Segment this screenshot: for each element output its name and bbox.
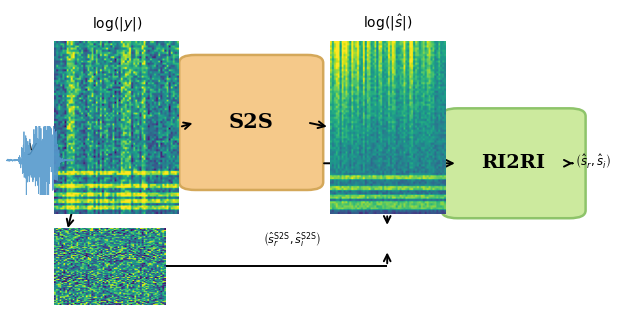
Text: $\log(|y|)$: $\log(|y|)$ (92, 15, 142, 33)
Text: $y$: $y$ (28, 141, 39, 157)
FancyBboxPatch shape (179, 55, 323, 190)
Text: $\log(|\hat{s}|)$: $\log(|\hat{s}|)$ (362, 13, 412, 33)
Text: $\left(\hat{s}_r, \hat{s}_i\right)$: $\left(\hat{s}_r, \hat{s}_i\right)$ (575, 153, 611, 171)
Text: S2S: S2S (228, 112, 274, 133)
Text: $\angle y$: $\angle y$ (100, 193, 124, 212)
FancyBboxPatch shape (442, 108, 586, 218)
Text: RI2RI: RI2RI (482, 154, 545, 172)
Text: $\left(\hat{s}_r^{\mathrm{S2S}}, \hat{s}_i^{\mathrm{S2S}}\right)$: $\left(\hat{s}_r^{\mathrm{S2S}}, \hat{s}… (263, 231, 321, 249)
